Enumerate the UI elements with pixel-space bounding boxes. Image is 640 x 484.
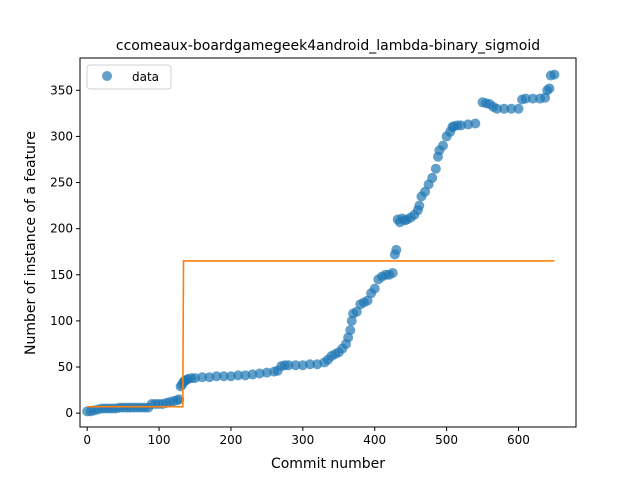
data-point (305, 359, 316, 370)
data-point (283, 360, 294, 371)
data-point (290, 360, 301, 371)
axes-frame (79, 57, 577, 428)
data-point (506, 103, 517, 114)
data-point (499, 103, 510, 114)
data-point (420, 186, 431, 197)
data-point (197, 372, 208, 383)
x-tick-label: 200 (220, 433, 243, 447)
data-point (369, 283, 380, 294)
data-point (351, 306, 362, 317)
data-point (414, 200, 425, 211)
data-point (362, 295, 373, 306)
data-point (174, 394, 185, 405)
y-axis-label: Number of instance of a feature (23, 131, 39, 355)
data-point (391, 244, 402, 255)
x-axis-ticks: 0 100 200 300 400 500 600 (83, 427, 530, 447)
data-point (218, 371, 229, 382)
chart-title: ccomeaux-boardgamegeek4android_lambda-bi… (116, 38, 540, 54)
y-tick-label: 50 (58, 360, 73, 374)
data-point (430, 163, 441, 174)
y-tick-label: 350 (50, 83, 73, 97)
legend-box (86, 64, 172, 90)
data-point (527, 93, 538, 104)
y-tick-label: 250 (50, 176, 73, 190)
fit-line (87, 260, 555, 408)
data-point (470, 118, 481, 129)
data-point (211, 371, 222, 382)
data-point (513, 103, 524, 114)
x-tick-label: 0 (83, 433, 91, 447)
legend-label: data (132, 70, 159, 84)
y-tick-label: 100 (50, 314, 73, 328)
x-tick-label: 300 (291, 433, 314, 447)
data-point (438, 140, 449, 151)
y-tick-label: 150 (50, 268, 73, 282)
data-point (345, 325, 356, 336)
x-tick-label: 100 (148, 433, 171, 447)
y-tick-label: 0 (65, 406, 73, 420)
data-point (427, 172, 438, 183)
data-point (387, 267, 398, 278)
data-point (544, 83, 555, 94)
data-point (491, 103, 502, 114)
legend: data (86, 64, 172, 90)
y-tick-label: 300 (50, 129, 73, 143)
x-tick-label: 400 (363, 433, 386, 447)
y-axis-ticks: 0 50 100 150 200 250 300 350 (50, 83, 80, 420)
series-layer (82, 69, 560, 417)
legend-marker (102, 71, 112, 81)
data-point (549, 69, 560, 80)
x-axis-label: Commit number (271, 456, 385, 472)
y-tick-label: 200 (50, 222, 73, 236)
data-point (233, 370, 244, 381)
x-tick-label: 500 (435, 433, 458, 447)
data-point (520, 93, 531, 104)
x-tick-label: 600 (507, 433, 530, 447)
